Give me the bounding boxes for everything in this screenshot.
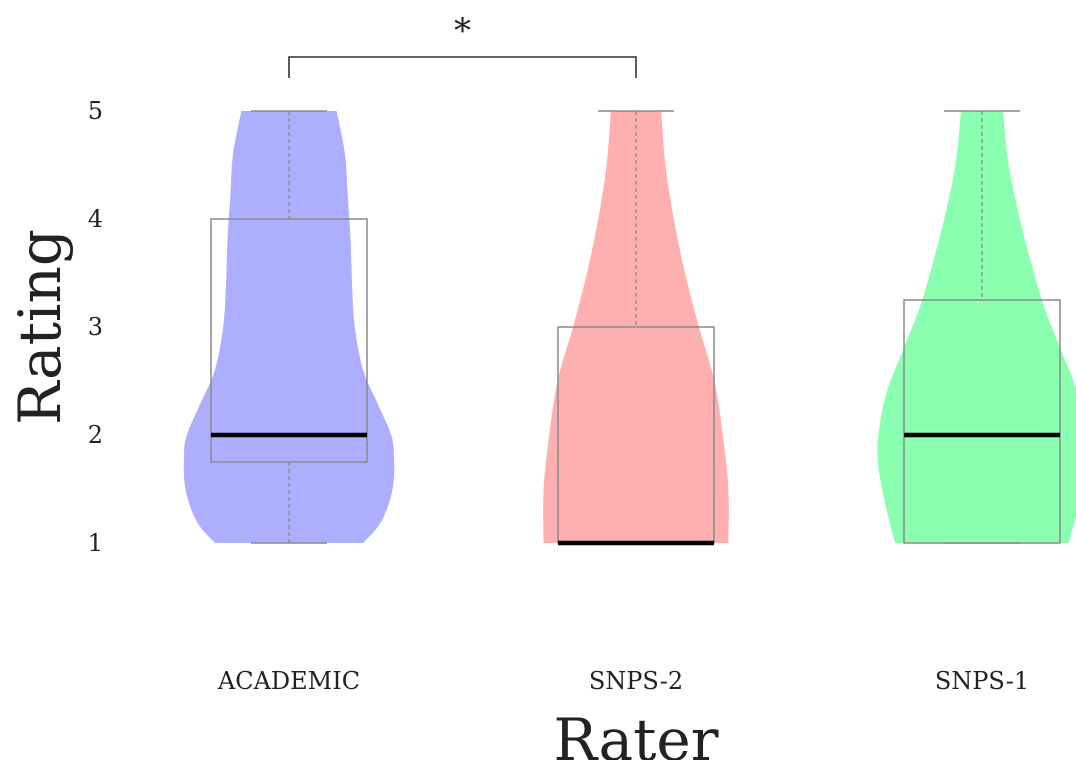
y-axis-title: Rating <box>6 229 74 425</box>
x-tick-label-snps-1: SNPS-1 <box>935 667 1029 695</box>
significance-bracket-0 <box>288 56 637 78</box>
significance-annotation: * <box>288 11 637 78</box>
box-snps-1 <box>903 299 1061 544</box>
y-tick-label-3: 3 <box>88 313 103 341</box>
y-tick-labels: 1 2 3 4 5 <box>88 97 103 557</box>
y-tick-label-5: 5 <box>88 97 103 125</box>
x-tick-labels: ACADEMIC SNPS-2 SNPS-1 <box>217 667 1029 695</box>
box-academic <box>210 218 368 463</box>
x-tick-label-snps-2: SNPS-2 <box>589 667 683 695</box>
box-layer <box>210 110 1061 546</box>
y-tick-label-4: 4 <box>88 205 103 233</box>
x-axis-title: Rater <box>554 706 719 760</box>
significance-label-0: * <box>454 11 471 51</box>
violin-snps-1 <box>877 111 1076 543</box>
y-tick-label-2: 2 <box>88 421 103 449</box>
x-tick-label-academic: ACADEMIC <box>217 667 360 695</box>
y-tick-label-1: 1 <box>88 529 103 557</box>
